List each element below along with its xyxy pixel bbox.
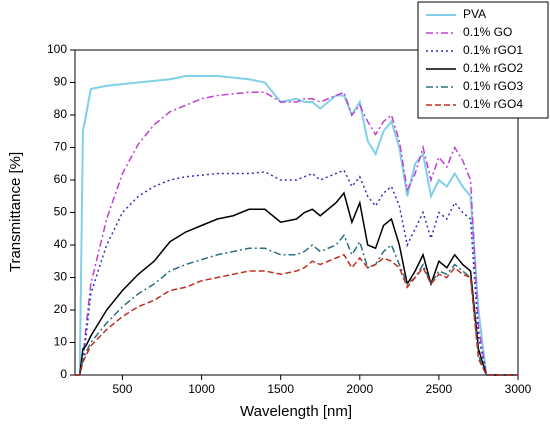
legend-label: 0.1% GO bbox=[463, 25, 512, 39]
data-line bbox=[75, 91, 518, 376]
legend-label: 0.1% rGO4 bbox=[463, 97, 523, 111]
y-tick-label: 70 bbox=[54, 140, 68, 154]
data-line bbox=[75, 75, 518, 376]
y-axis-title: Transmittance [%] bbox=[7, 152, 24, 272]
legend-label: 0.1% rGO3 bbox=[463, 79, 523, 93]
x-tick-label: 2000 bbox=[346, 382, 373, 396]
legend-box bbox=[417, 1, 549, 119]
y-tick-label: 80 bbox=[54, 107, 68, 121]
x-tick-label: 500 bbox=[112, 382, 132, 396]
legend-label: 0.1% rGO1 bbox=[463, 43, 523, 57]
data-line bbox=[75, 233, 518, 376]
y-tick-label: 0 bbox=[60, 367, 67, 381]
y-tick-label: 40 bbox=[54, 237, 68, 251]
y-tick-label: 100 bbox=[47, 42, 67, 56]
x-tick-label: 3000 bbox=[505, 382, 532, 396]
y-tick-label: 20 bbox=[54, 302, 68, 316]
x-tick-label: 1000 bbox=[188, 382, 215, 396]
data-line bbox=[75, 191, 518, 376]
y-tick-label: 60 bbox=[54, 172, 68, 186]
y-tick-label: 10 bbox=[54, 335, 68, 349]
x-axis-title: Wavelength [nm] bbox=[240, 403, 352, 420]
data-line bbox=[75, 169, 518, 376]
data-line bbox=[75, 253, 518, 376]
legend-label: PVA bbox=[463, 7, 486, 21]
legend-label: 0.1% rGO2 bbox=[463, 61, 523, 75]
x-tick-label: 2500 bbox=[426, 382, 453, 396]
y-tick-label: 50 bbox=[54, 205, 68, 219]
y-tick-label: 30 bbox=[54, 270, 68, 284]
x-tick-label: 1500 bbox=[267, 382, 294, 396]
y-tick-label: 90 bbox=[54, 75, 68, 89]
